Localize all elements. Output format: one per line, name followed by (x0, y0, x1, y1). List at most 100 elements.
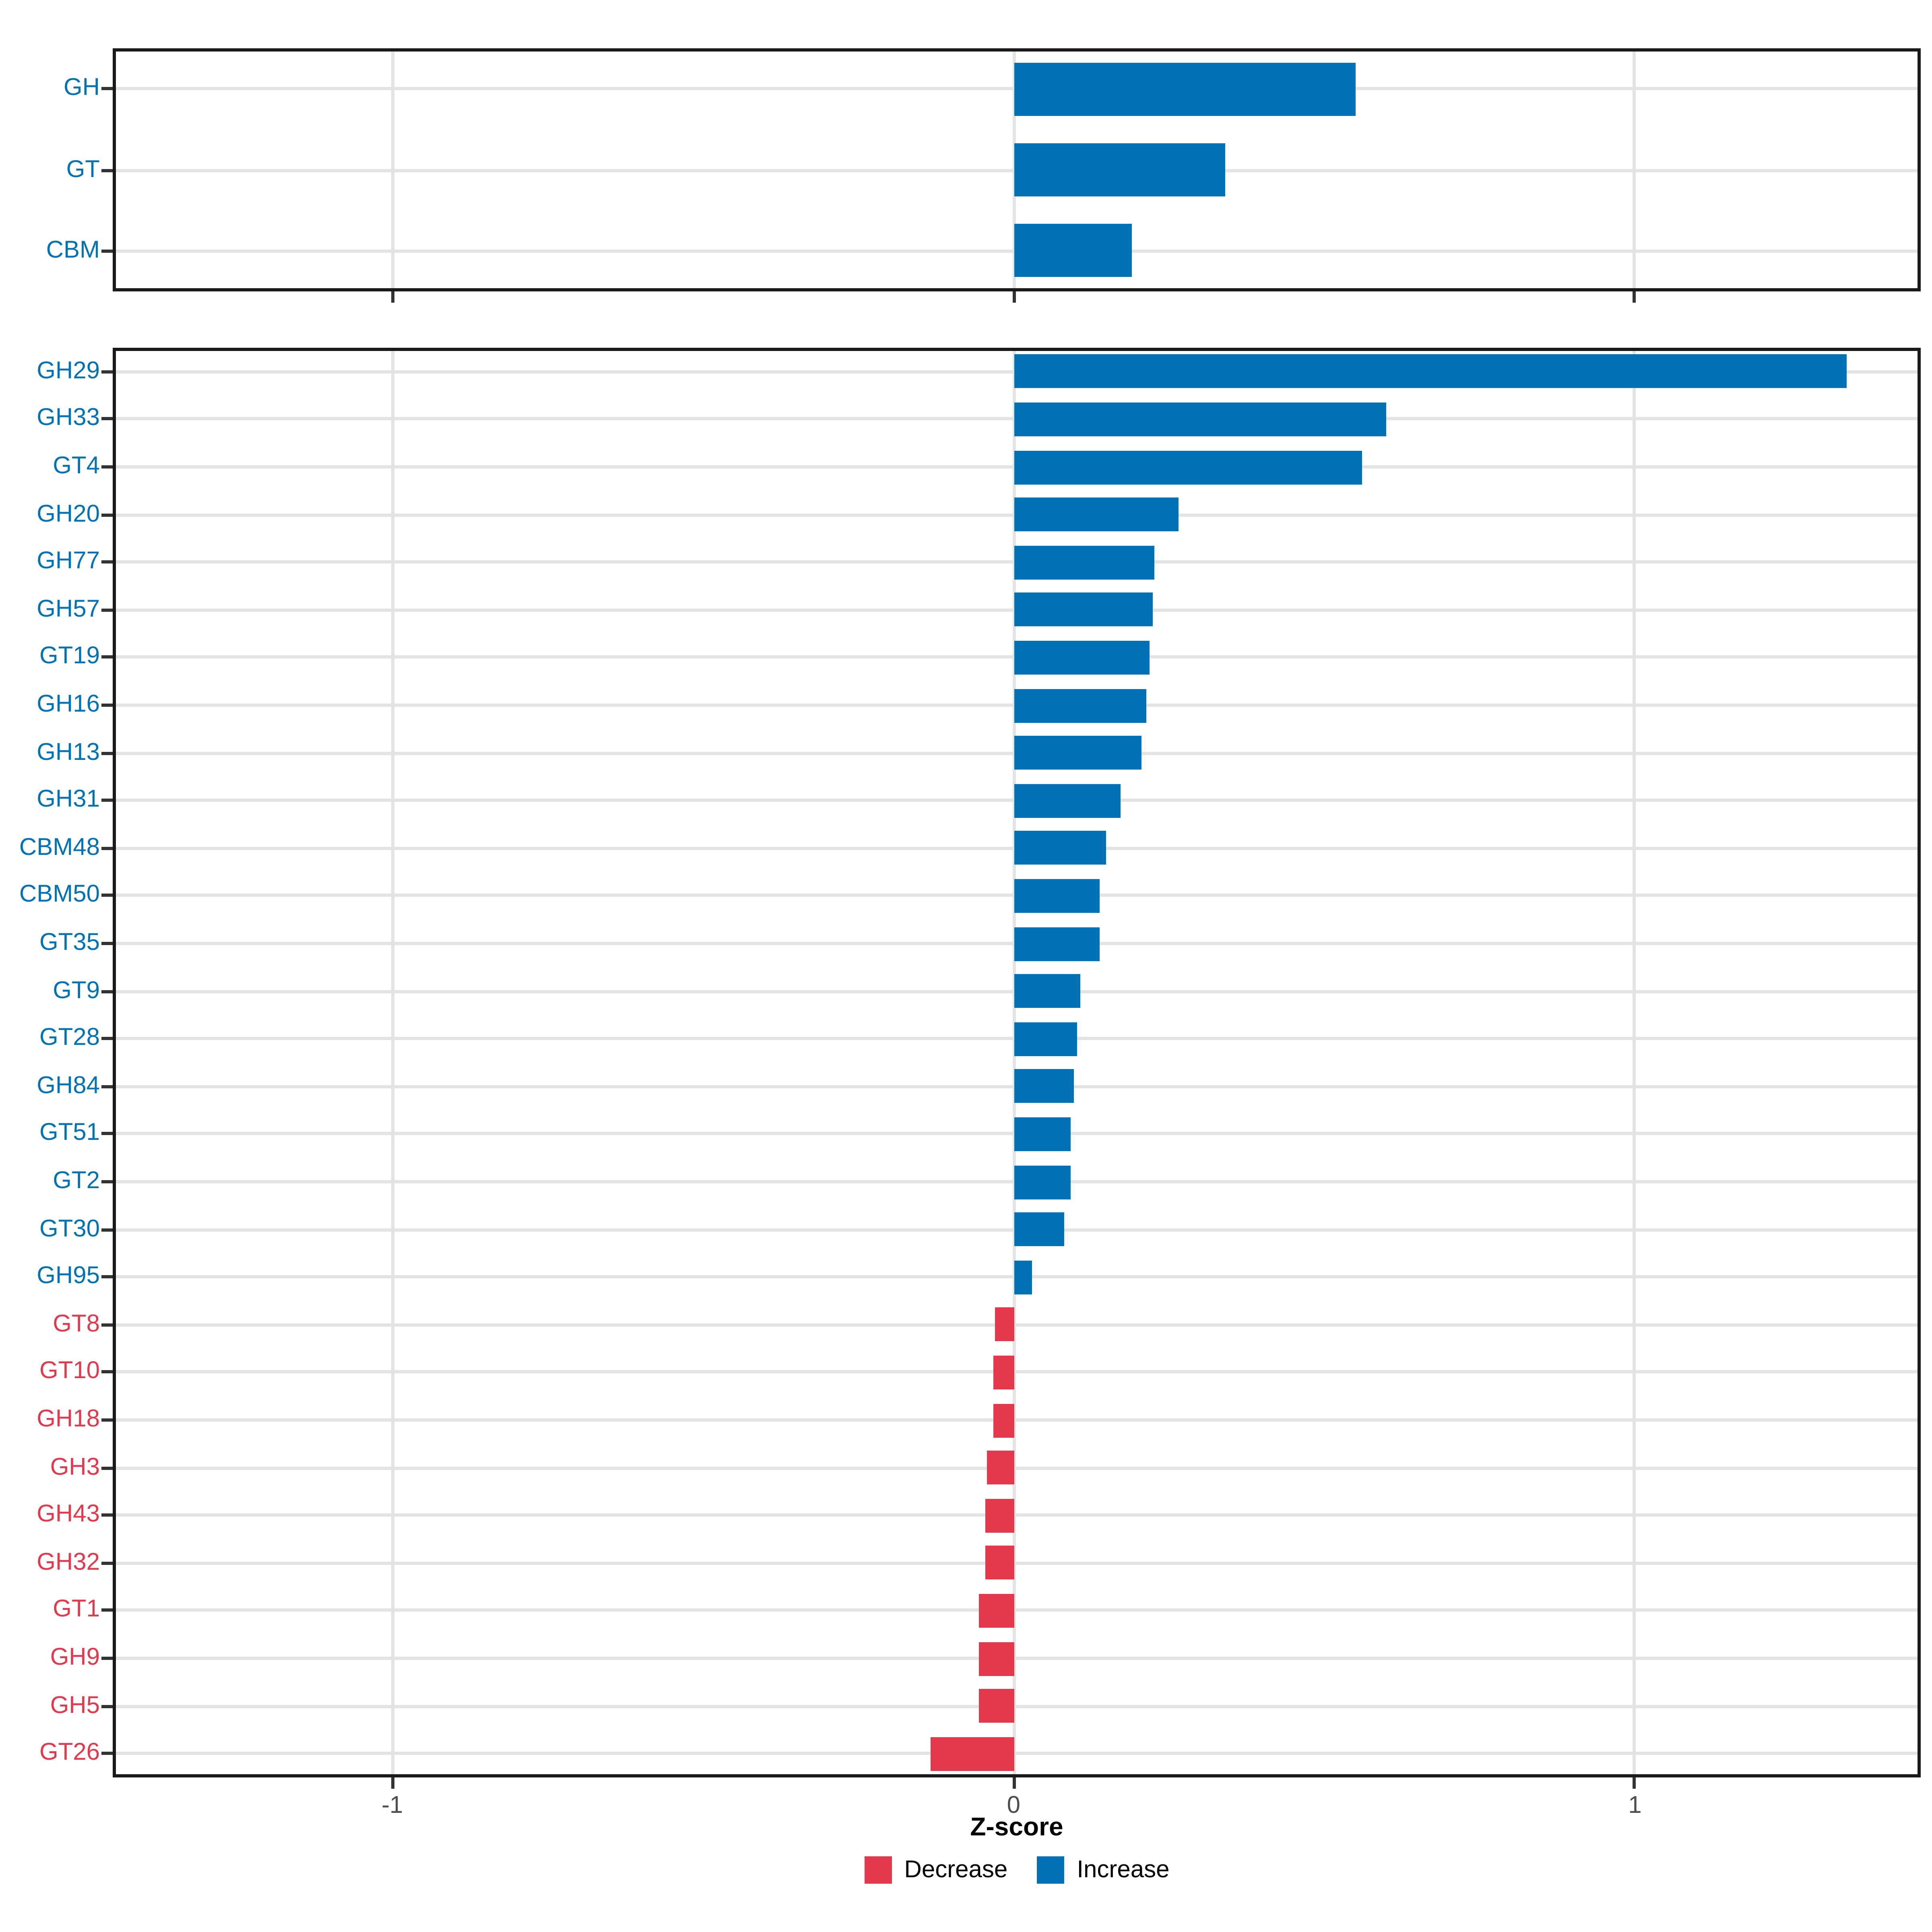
x-axis-tick (390, 1777, 394, 1789)
y-axis-tick (101, 1513, 113, 1517)
y-axis-tick (101, 894, 113, 898)
category-label-GT10: GT10 (39, 1358, 100, 1385)
y-axis-tick (101, 1323, 113, 1327)
category-label-GH77: GH77 (37, 547, 100, 575)
bar-GT28 (1013, 1022, 1077, 1056)
bar-GH95 (1013, 1260, 1032, 1294)
y-axis-tick (101, 1228, 113, 1231)
category-label-GT28: GT28 (39, 1024, 100, 1052)
category-label-GT2: GT2 (53, 1167, 100, 1195)
category-label-GH32: GH32 (37, 1548, 100, 1576)
y-axis-tick (101, 1132, 113, 1136)
category-label-GT30: GT30 (39, 1215, 100, 1243)
bar-GH18 (993, 1403, 1014, 1437)
category-label-CBM50: CBM50 (19, 881, 100, 909)
v-gridline (390, 351, 394, 1774)
bar-GH5 (978, 1689, 1014, 1723)
h-gridline (116, 1371, 1918, 1374)
category-label-GH57: GH57 (37, 595, 100, 623)
bar-GH31 (1013, 783, 1120, 817)
category-label-GT19: GT19 (39, 643, 100, 671)
category-label-GT: GT (66, 155, 100, 183)
category-label-CBM: CBM (46, 236, 100, 264)
bar-GH33 (1013, 402, 1387, 436)
v-gridline (1012, 351, 1016, 1774)
legend-label: Increase (1077, 1856, 1170, 1883)
h-gridline (116, 1657, 1918, 1660)
y-axis-tick (101, 249, 113, 253)
y-axis-tick (101, 1180, 113, 1183)
y-axis-tick (101, 513, 113, 516)
category-label-GH13: GH13 (37, 738, 100, 766)
category-label-GH3: GH3 (50, 1453, 100, 1481)
category-label-GT35: GT35 (39, 929, 100, 956)
bar-GT35 (1013, 927, 1100, 960)
x-axis-tick (1012, 291, 1016, 303)
bar-GT2 (1013, 1165, 1070, 1199)
y-axis-tick (101, 1704, 113, 1708)
category-label-GH: GH (64, 74, 100, 102)
category-label-GH43: GH43 (37, 1501, 100, 1528)
bar-GH13 (1013, 736, 1141, 770)
y-axis-tick (101, 1657, 113, 1660)
bar-GH9 (978, 1641, 1014, 1675)
y-axis-tick (101, 1037, 113, 1040)
bar-GH57 (1013, 593, 1154, 627)
category-label-GH84: GH84 (37, 1072, 100, 1100)
legend: Decrease Increase (113, 1852, 1921, 1887)
y-axis-tick (101, 1466, 113, 1470)
legend-item-increase: Increase (1036, 1856, 1170, 1883)
y-axis-tick (101, 846, 113, 850)
category-label-GT51: GT51 (39, 1119, 100, 1147)
bar-GH3 (987, 1451, 1014, 1485)
y-axis-tick (101, 370, 113, 374)
bar-GT (1013, 143, 1225, 196)
x-tick-label: 1 (1628, 1792, 1642, 1819)
bar-GT8 (994, 1308, 1014, 1342)
bar-GH20 (1013, 497, 1179, 532)
category-label-GT1: GT1 (53, 1596, 100, 1624)
y-axis-tick (101, 1275, 113, 1279)
y-axis-tick (101, 1418, 113, 1422)
y-axis-tick (101, 465, 113, 469)
y-axis-tick (101, 1752, 113, 1755)
bar-GT9 (1013, 974, 1080, 1008)
x-tick-label: -1 (381, 1792, 403, 1819)
panel-cazyme-classes (113, 48, 1921, 291)
category-label-GT26: GT26 (39, 1739, 100, 1767)
legend-label: Decrease (904, 1856, 1008, 1883)
y-axis-tick (101, 168, 113, 171)
x-axis-tick (390, 291, 394, 303)
category-label-CBM48: CBM48 (19, 834, 100, 861)
y-axis-tick (101, 704, 113, 707)
y-axis-tick (101, 560, 113, 564)
bar-GT4 (1013, 450, 1362, 484)
category-label-GH31: GH31 (37, 786, 100, 813)
x-tick-label: 0 (1007, 1792, 1020, 1819)
y-axis-tick (101, 87, 113, 91)
bar-GH43 (985, 1498, 1014, 1532)
bar-GH77 (1013, 545, 1155, 579)
v-gridline (1633, 351, 1637, 1774)
y-axis-tick (101, 1085, 113, 1088)
h-gridline (116, 1561, 1918, 1565)
bar-GT26 (930, 1736, 1014, 1771)
category-label-GH20: GH20 (37, 500, 100, 528)
h-gridline (116, 1418, 1918, 1422)
bar-GH84 (1013, 1069, 1075, 1104)
h-gridline (116, 1323, 1918, 1327)
category-label-GH18: GH18 (37, 1406, 100, 1433)
category-label-GH33: GH33 (37, 405, 100, 432)
bar-GH16 (1013, 688, 1147, 722)
category-label-GH95: GH95 (37, 1262, 100, 1290)
bar-CBM50 (1013, 879, 1100, 913)
h-gridline (116, 1704, 1918, 1708)
category-label-GT4: GT4 (53, 452, 100, 480)
x-axis-tick (1633, 291, 1637, 303)
h-gridline (116, 1609, 1918, 1612)
legend-swatch-increase (1036, 1856, 1064, 1883)
y-axis-tick (101, 942, 113, 945)
bar-GH32 (985, 1546, 1014, 1580)
category-label-GH9: GH9 (50, 1644, 100, 1671)
h-gridline (116, 1513, 1918, 1517)
